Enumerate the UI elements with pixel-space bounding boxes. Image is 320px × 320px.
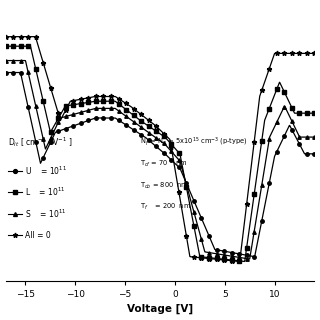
Text: T$_{of}$ = 70    nm: T$_{of}$ = 70 nm xyxy=(140,159,188,169)
Text: L    = 10$^{11}$: L = 10$^{11}$ xyxy=(26,186,66,198)
Text: T$_f$    = 200  nm: T$_f$ = 200 nm xyxy=(140,202,191,212)
X-axis label: Voltage [V]: Voltage [V] xyxy=(127,304,193,315)
Text: U    = 10$^{11}$: U = 10$^{11}$ xyxy=(26,164,68,177)
Text: N$_F$ = N$_S$ = 5x10$^{15}$ cm$^{-3}$ (p-type): N$_F$ = N$_S$ = 5x10$^{15}$ cm$^{-3}$ (p… xyxy=(140,136,248,148)
Text: D$_{it}$ [ cm$^{-2}$ eV$^{-1}$ ]: D$_{it}$ [ cm$^{-2}$ eV$^{-1}$ ] xyxy=(8,135,72,149)
Text: S    = 10$^{11}$: S = 10$^{11}$ xyxy=(26,207,67,220)
Text: All = 0: All = 0 xyxy=(26,231,51,240)
Text: T$_{ob}$ = 800  nm: T$_{ob}$ = 800 nm xyxy=(140,181,189,191)
